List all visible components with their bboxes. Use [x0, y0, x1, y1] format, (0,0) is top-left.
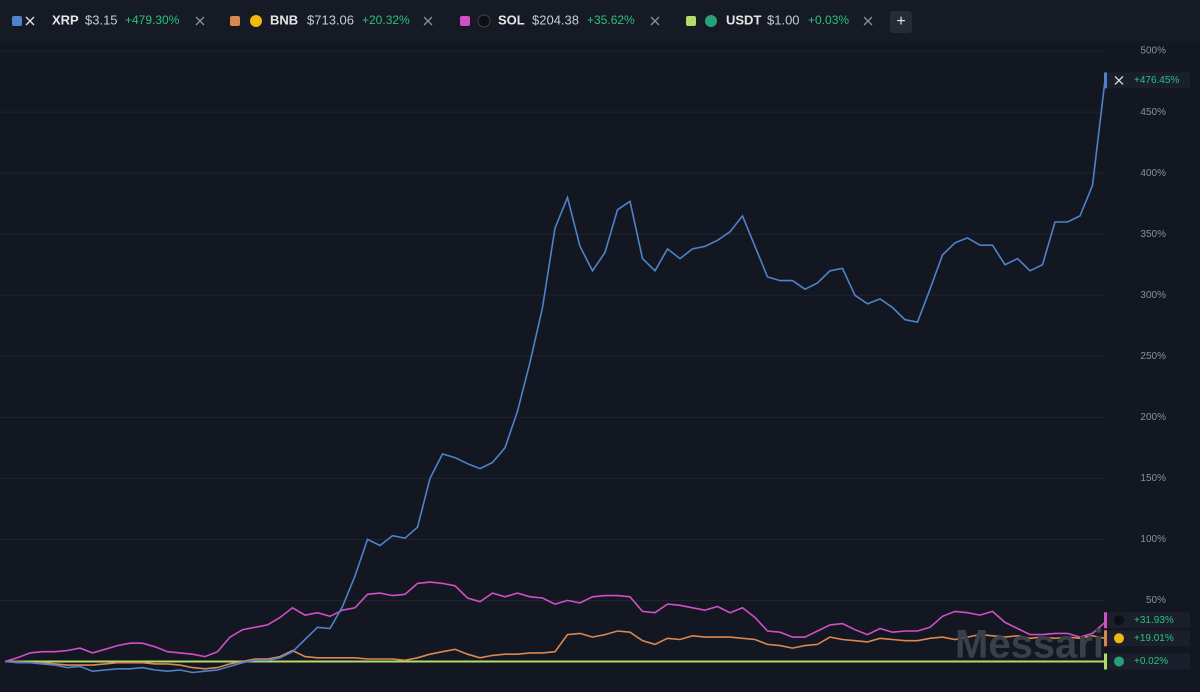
series-line: [4, 80, 1106, 674]
add-button-label[interactable]: +: [896, 13, 905, 30]
end-label-box: [1104, 612, 1190, 629]
legend-price: $1.00: [767, 12, 800, 27]
legend-change: +479.30%: [125, 13, 180, 27]
end-label: +19.01%: [1134, 633, 1174, 644]
legend-swatch[interactable]: [230, 16, 240, 26]
series-line: [5, 630, 1106, 670]
coin-icon: [477, 14, 491, 28]
y-tick-label: 500%: [1140, 46, 1166, 57]
y-tick-label: 150%: [1140, 473, 1166, 484]
y-tick-label: 300%: [1140, 290, 1166, 301]
coin-icon: [250, 15, 262, 27]
y-tick-label: 50%: [1146, 595, 1166, 606]
legend-close[interactable]: [650, 16, 660, 26]
end-icon: [1114, 75, 1124, 85]
y-tick-label: 200%: [1140, 412, 1166, 423]
end-label: +476.45%: [1134, 75, 1179, 86]
legend-close[interactable]: [863, 16, 873, 26]
end-label-marker: [1104, 72, 1107, 89]
legend-name[interactable]: SOL: [498, 12, 525, 27]
legend-swatch[interactable]: [460, 16, 470, 26]
end-label-box: [1104, 72, 1190, 89]
legend-price: $204.38: [532, 12, 579, 27]
y-tick-label: 250%: [1140, 351, 1166, 362]
watermark: Messari: [955, 623, 1104, 667]
coin-icon: [705, 15, 717, 27]
series-line: [4, 581, 1106, 663]
coin-icon: [25, 16, 35, 26]
end-label-marker: [1104, 653, 1107, 670]
end-label-marker: [1104, 630, 1107, 647]
y-tick-label: 100%: [1140, 534, 1166, 545]
legend-close[interactable]: [423, 16, 433, 26]
legend-name[interactable]: USDT: [726, 12, 761, 27]
end-label: +0.02%: [1134, 656, 1168, 667]
legend-swatch[interactable]: [686, 16, 696, 26]
end-icon: [1114, 633, 1124, 644]
y-tick-label: 400%: [1140, 168, 1166, 179]
legend-close[interactable]: [195, 16, 205, 26]
end-icon: [1114, 656, 1124, 667]
legend-price: $3.15: [85, 12, 118, 27]
legend-change: +20.32%: [362, 13, 410, 27]
add-button[interactable]: [890, 11, 912, 33]
y-tick-label: 450%: [1140, 107, 1166, 118]
y-tick-label: 350%: [1140, 229, 1166, 240]
legend-swatch[interactable]: [12, 16, 22, 26]
end-label-marker: [1104, 612, 1107, 629]
legend-price: $713.06: [307, 12, 354, 27]
legend-change: +0.03%: [808, 13, 849, 27]
legend-change: +35.62%: [587, 13, 635, 27]
end-icon: [1114, 615, 1124, 626]
legend-name[interactable]: XRP: [52, 12, 79, 27]
end-label-box: [1104, 630, 1190, 647]
end-label: +31.93%: [1134, 615, 1174, 626]
legend-name[interactable]: BNB: [270, 12, 298, 27]
end-label-box: [1104, 653, 1190, 670]
